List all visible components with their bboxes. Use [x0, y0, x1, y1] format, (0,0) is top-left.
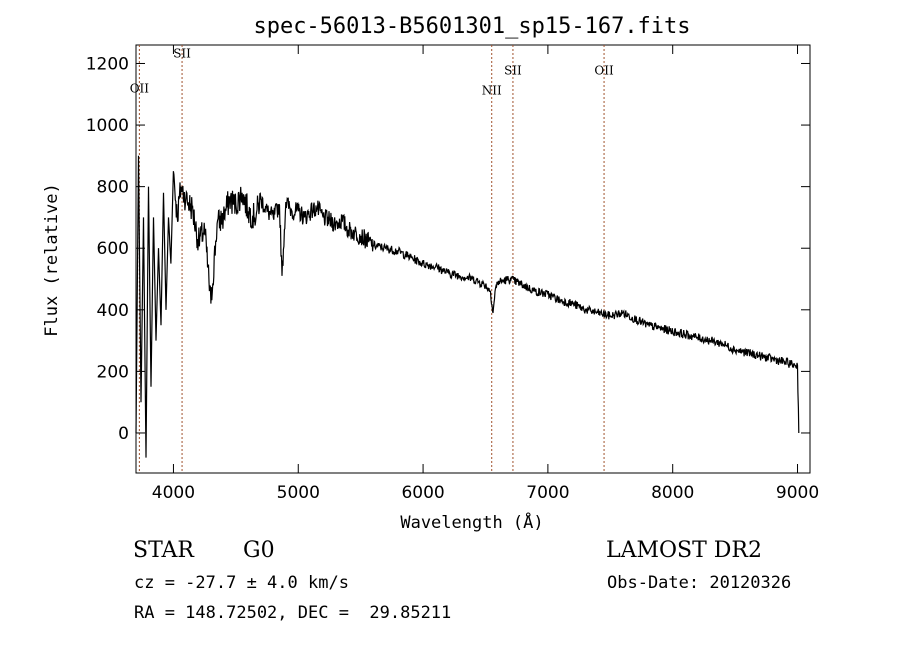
x-tick-label: 6000 [401, 483, 444, 503]
x-tick-label: 4000 [152, 483, 195, 503]
emission-line-label: SII [173, 46, 191, 60]
emission-line-label: NII [482, 83, 502, 97]
y-tick-label: 800 [97, 178, 129, 198]
y-tick-label: 0 [118, 424, 129, 444]
x-tick-label: 8000 [651, 483, 694, 503]
y-tick-label: 1200 [86, 54, 129, 74]
y-axis: 0 200 400 600 800 1000 1200 [86, 54, 810, 444]
emission-line-label: OII [130, 82, 150, 96]
y-tick-label: 200 [97, 362, 129, 382]
emission-line-label: SII [504, 63, 522, 77]
object-subclass: G0 [243, 538, 275, 563]
y-tick-label: 1000 [86, 116, 129, 136]
x-axis: 4000 5000 6000 7000 8000 9000 [152, 45, 819, 503]
x-axis-label: Wavelength (Å) [400, 511, 543, 533]
x-tick-label: 7000 [526, 483, 569, 503]
obs-date: Obs-Date: 20120326 [607, 573, 792, 593]
redshift-info: cz = -27.7 ± 4.0 km/s [134, 573, 349, 593]
y-tick-label: 600 [97, 239, 129, 259]
survey-name: LAMOST DR2 [606, 538, 762, 563]
plot-frame [135, 44, 811, 474]
x-tick-label: 5000 [277, 483, 320, 503]
coordinates: RA = 148.72502, DEC = 29.85211 [134, 603, 452, 623]
y-axis-label: Flux (relative) [42, 183, 62, 337]
spectrum-line [135, 155, 800, 458]
x-tick-label: 9000 [776, 483, 819, 503]
emission-line-label: OII [594, 63, 614, 77]
y-tick-label: 400 [97, 301, 129, 321]
chart-title: spec-56013-B5601301_sp15-167.fits [253, 14, 690, 39]
object-class: STAR [133, 538, 194, 563]
